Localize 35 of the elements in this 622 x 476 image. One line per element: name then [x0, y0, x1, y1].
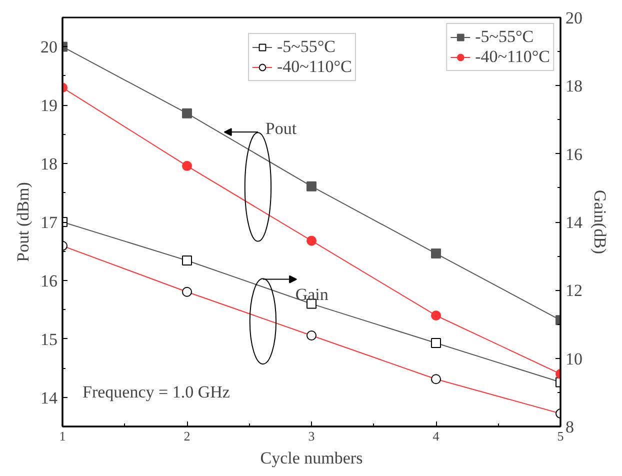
y2-tick-label: 10 [566, 349, 582, 368]
y2-axis-title: Gain(dB) [590, 190, 610, 254]
legend-label: -40~110°C [277, 57, 352, 77]
x-tick-label: 2 [184, 428, 190, 444]
y2-tick-label: 8 [566, 418, 574, 436]
y2-tick-label: 14 [566, 213, 583, 232]
y-tick-label: 19 [40, 96, 58, 116]
y-tick-label: 16 [40, 271, 58, 290]
point [306, 236, 316, 246]
x-tick-label: 1 [59, 428, 66, 444]
x-axis-title: Cycle numbers [260, 448, 363, 468]
y2-tick-label: 12 [566, 281, 582, 300]
y2-tick-label: 20 [566, 8, 582, 28]
point [182, 108, 192, 118]
y-tick-label: 20 [40, 38, 58, 57]
y2-tick-label: 18 [566, 76, 582, 96]
legend-label: -5~55°C [277, 37, 336, 57]
point [431, 248, 441, 259]
point [431, 310, 441, 320]
x-tick-label: 3 [308, 428, 315, 444]
point [306, 181, 316, 192]
x-tick-label: 4 [432, 428, 440, 444]
y-axis-title: Pout (dBm) [14, 182, 32, 262]
annotation: Frequency = 1.0 GHz [82, 382, 230, 402]
y-tick-label: 18 [40, 154, 58, 174]
annotation: Pout [265, 119, 297, 138]
legend-label: -5~55°C [475, 27, 534, 47]
y-tick-label: 17 [40, 213, 58, 232]
point [182, 160, 192, 171]
legend-label: -40~110°C [475, 47, 550, 67]
y2-tick-label: 16 [566, 144, 582, 164]
y-tick-label: 15 [40, 330, 58, 349]
annotation: Gain [295, 284, 329, 304]
x-tick-label: 5 [557, 428, 564, 444]
y-tick-label: 14 [40, 388, 58, 408]
